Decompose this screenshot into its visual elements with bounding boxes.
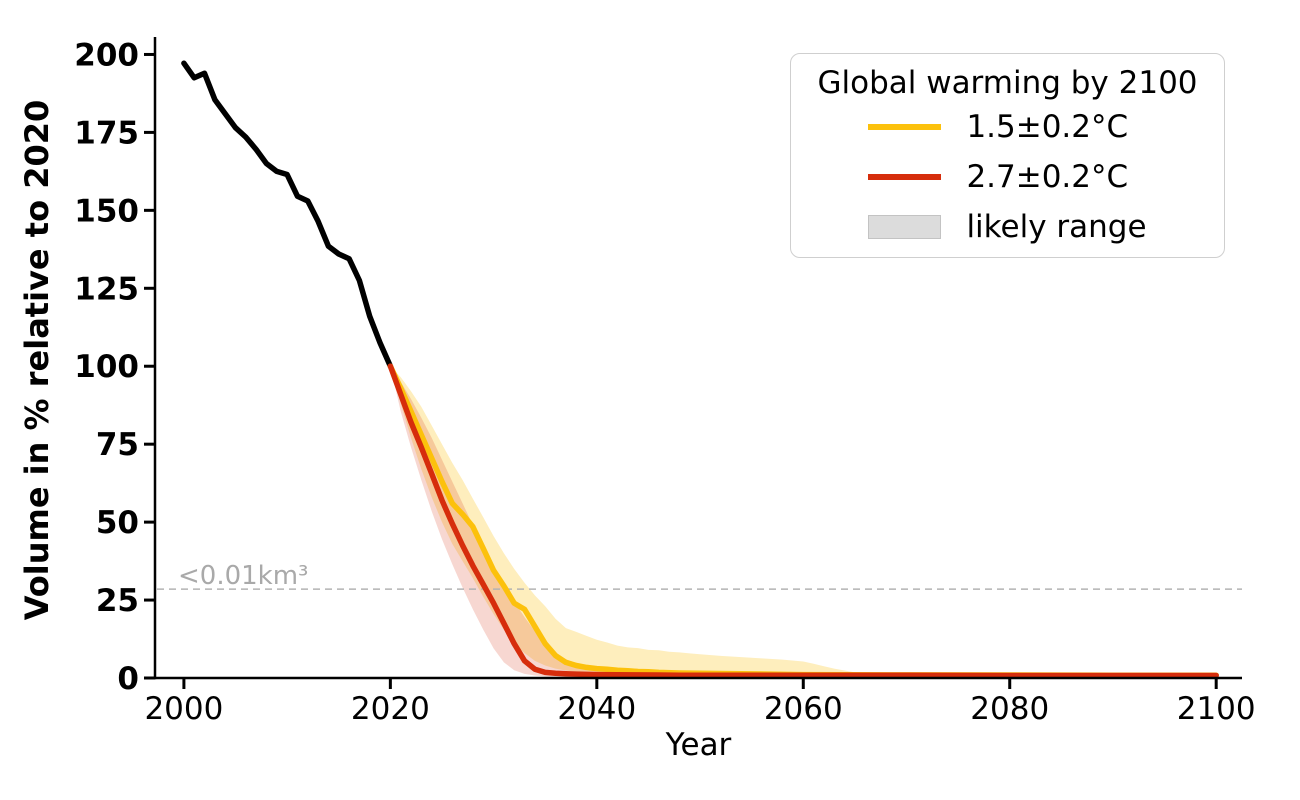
x-tick-label: 2080 [970, 691, 1049, 727]
y-tick-label: 25 [96, 583, 139, 619]
x-tick-label: 2100 [1177, 691, 1256, 727]
historical-line [181, 60, 394, 369]
legend-swatch-likely-range-patch [868, 215, 942, 239]
x-tick-label: 2020 [351, 691, 430, 727]
legend-items: 1.5±0.2°C 2.7±0.2°C likely range [868, 102, 1147, 252]
x-tick-label: 2000 [144, 691, 223, 727]
legend-item: 2.7±0.2°C [868, 152, 1146, 202]
legend-swatch-line-2-7c [868, 174, 942, 180]
legend-item-label: 2.7±0.2°C [966, 159, 1129, 195]
y-tick-label: 75 [96, 427, 139, 463]
threshold-label: <0.01km³ [178, 561, 308, 591]
legend-item: 1.5±0.2°C [868, 102, 1146, 152]
line-2-7c [387, 363, 1219, 679]
legend-swatch-line-1-5c [868, 124, 942, 130]
y-axis-label: Volume in % relative to 2020 [18, 100, 56, 621]
legend-item-label: 1.5±0.2°C [966, 109, 1129, 145]
y-tick-label: 0 [117, 661, 139, 697]
y-tick-label: 125 [74, 271, 139, 307]
legend-item-label: likely range [966, 209, 1147, 245]
x-tick-label: 2060 [764, 691, 843, 727]
y-tick-label: 50 [96, 505, 139, 541]
legend-item: likely range [868, 202, 1147, 252]
y-tick-label: 200 [74, 37, 139, 73]
x-axis-label: Year [665, 727, 732, 763]
legend-title: Global warming by 2100 [817, 65, 1198, 101]
y-tick-label: 100 [74, 349, 139, 385]
legend: Global warming by 2100 1.5±0.2°C 2.7±0.2… [790, 53, 1225, 258]
y-tick-label: 150 [74, 193, 139, 229]
y-tick-label: 175 [74, 115, 139, 151]
x-tick-label: 2040 [557, 691, 636, 727]
